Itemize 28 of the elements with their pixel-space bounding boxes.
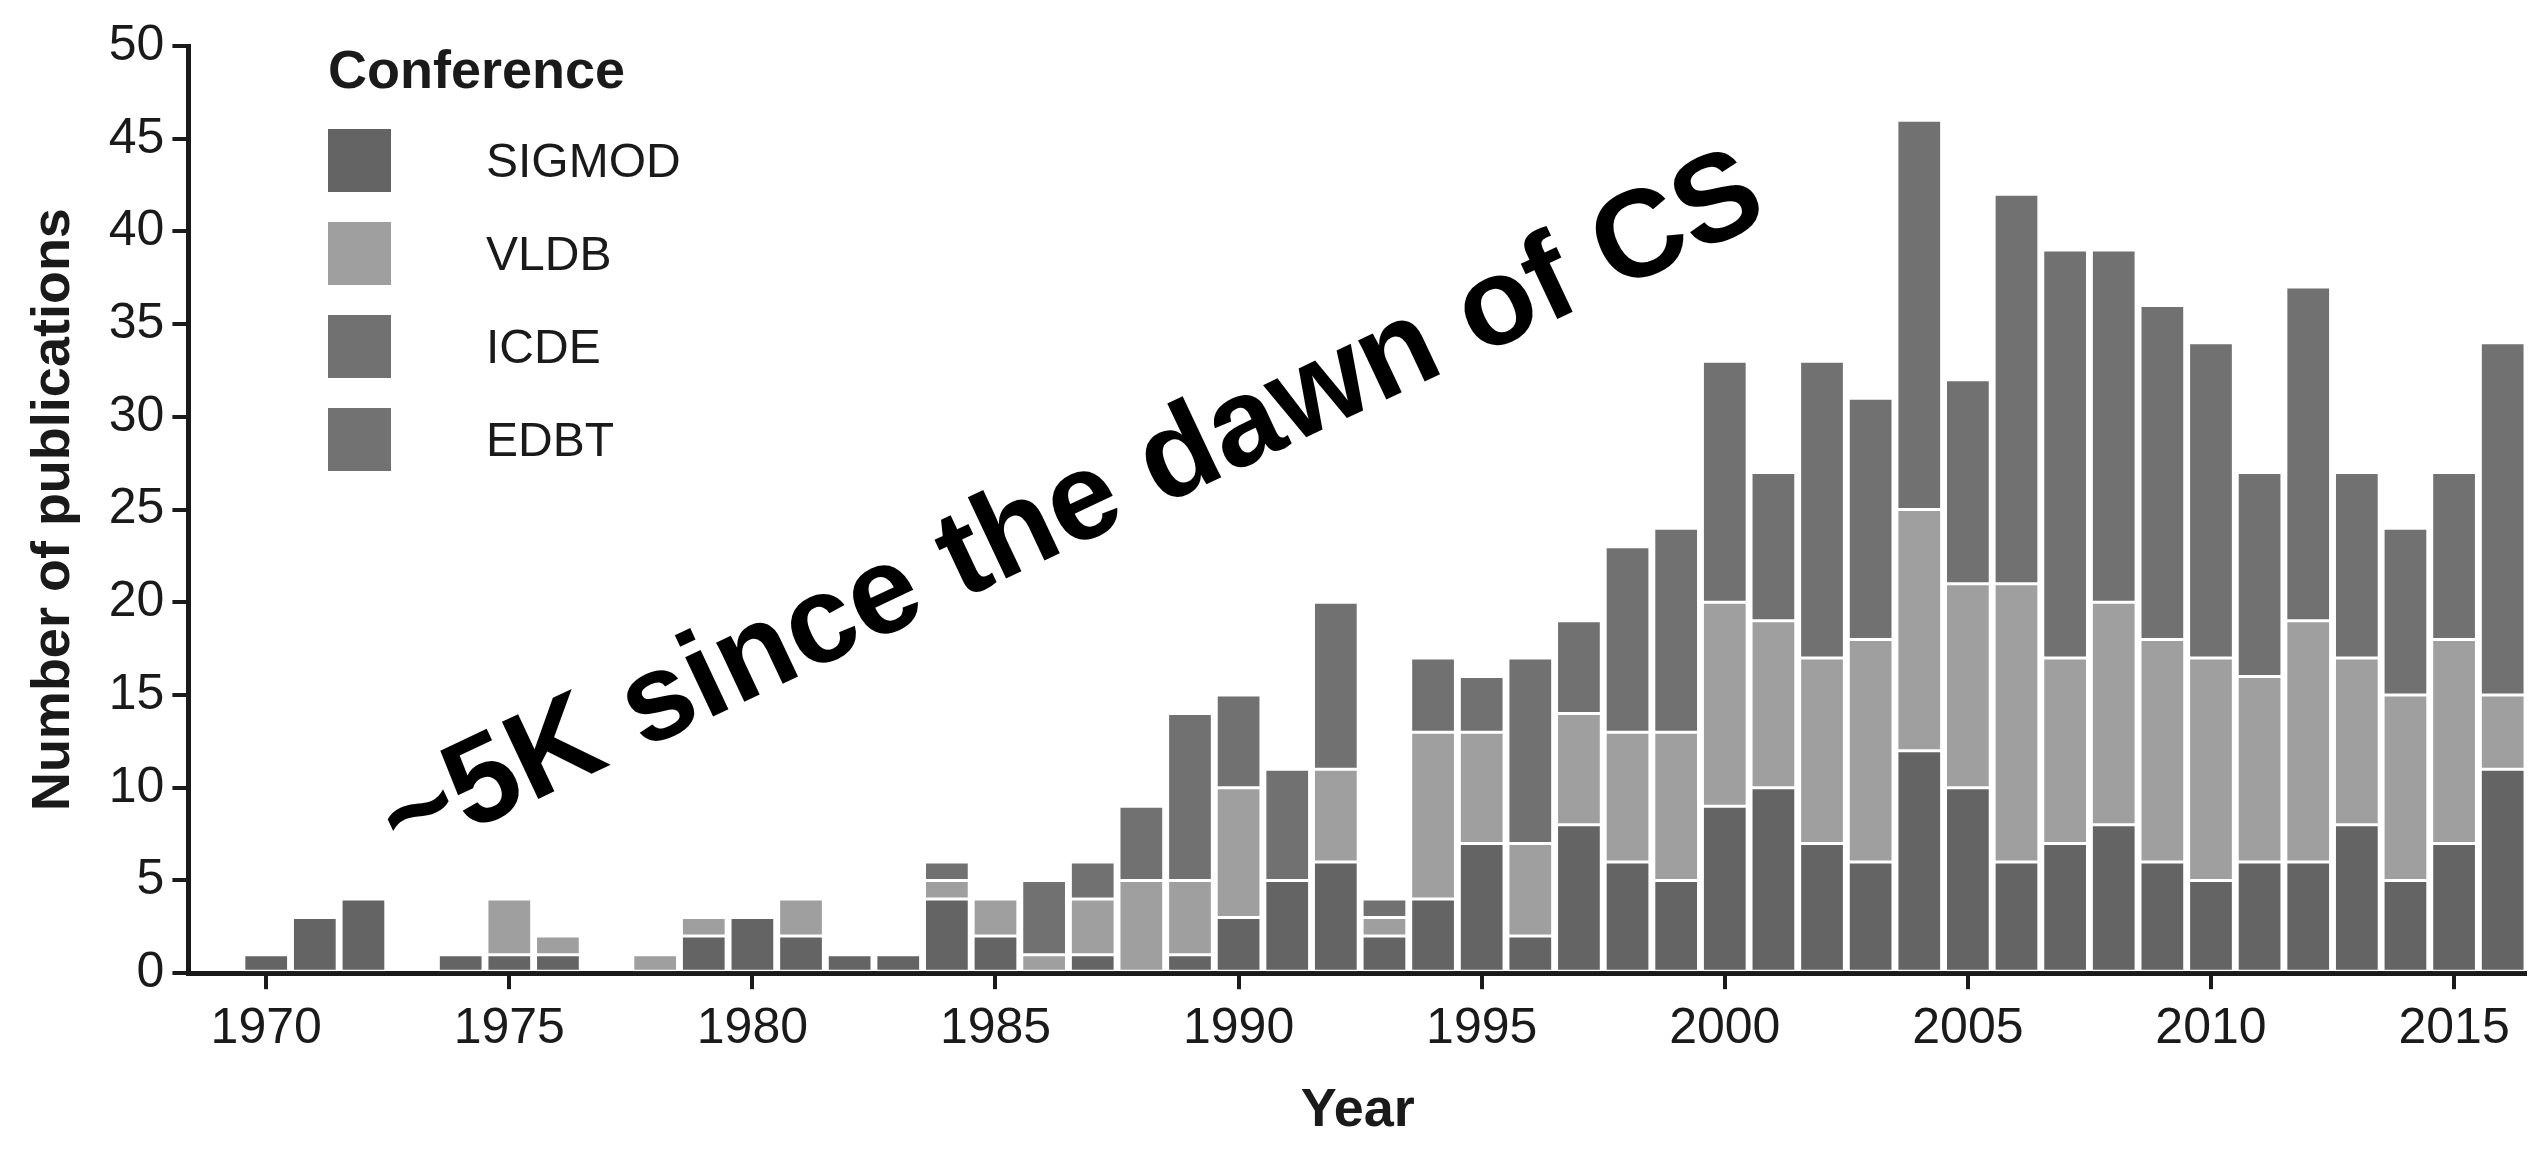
legend-label: SIGMOD — [486, 133, 681, 188]
x-tick-label: 1975 — [453, 997, 565, 1054]
x-tick-label: 2015 — [2398, 997, 2510, 1054]
legend-title: Conference — [328, 38, 627, 100]
y-tick-label: 50 — [108, 14, 165, 71]
x-tick-label: 1980 — [696, 997, 809, 1054]
y-tick-label: 30 — [108, 385, 165, 442]
x-tick-label: 1970 — [210, 997, 322, 1054]
legend-label: EDBT — [486, 412, 615, 467]
y-tick-label: 5 — [136, 849, 165, 906]
x-tick-label: 2000 — [1669, 997, 1781, 1054]
x-tick-label: 2005 — [1912, 997, 2024, 1054]
x-tick-label: 1985 — [939, 997, 1052, 1054]
y-tick-label: 40 — [108, 200, 165, 257]
y-tick-label: 25 — [108, 478, 165, 535]
y-axis-title: Number of publications — [20, 208, 81, 812]
x-axis-title: Year — [1300, 1077, 1415, 1138]
x-tick-label: 1990 — [1182, 997, 1295, 1054]
y-tick-label: 0 — [136, 941, 165, 998]
legend-label: ICDE — [486, 319, 601, 374]
x-tick-label: 2010 — [2155, 997, 2267, 1054]
y-tick-label: 45 — [108, 107, 165, 164]
x-tick-label: 1995 — [1426, 997, 1538, 1054]
legend-label: VLDB — [486, 226, 612, 281]
y-tick-label: 10 — [108, 756, 165, 813]
y-tick-label: 15 — [108, 663, 165, 720]
y-tick-label: 35 — [108, 292, 165, 349]
y-tick-label: 20 — [108, 571, 165, 628]
